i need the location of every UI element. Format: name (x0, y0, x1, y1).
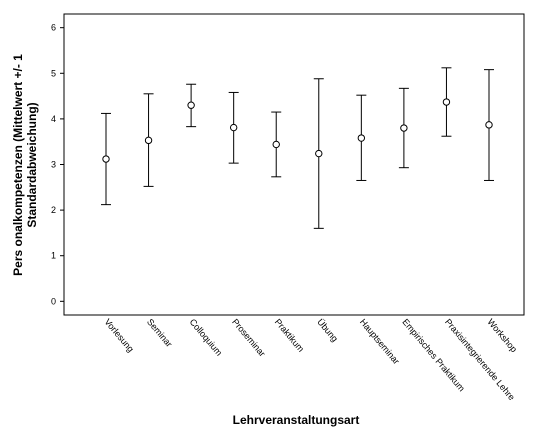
y-tick-label: 1 (51, 251, 56, 261)
x-tick-label: Proseminar (230, 317, 267, 359)
x-tick-label: Workshop (485, 317, 519, 354)
x-tick-label: Übung (315, 317, 340, 344)
mean-marker (229, 123, 238, 132)
error-bar (441, 67, 452, 137)
mean-marker (485, 121, 493, 129)
error-bar (398, 87, 409, 169)
plot-frame (63, 13, 525, 316)
mean-marker (272, 140, 280, 149)
mean-marker (357, 134, 366, 142)
error-bar (186, 83, 197, 128)
y-axis-title-line-1: Pers onalkompetenzen (Mittelwert +/- 1 (11, 54, 25, 276)
error-bars (101, 67, 494, 229)
error-bar (484, 69, 494, 181)
mean-marker (187, 101, 195, 109)
error-bar (143, 93, 154, 187)
mean-marker (442, 98, 451, 106)
error-bar (228, 91, 239, 164)
mean-marker (102, 155, 110, 163)
x-tick-label: Praxisintegrierende Lehre (443, 317, 517, 402)
y-tick-label: 4 (51, 114, 56, 124)
x-tick-label: Vorlesung (102, 317, 135, 354)
y-tick-label: 3 (51, 160, 56, 170)
y-tick-label: 6 (51, 23, 56, 33)
error-bar (271, 111, 282, 178)
error-bar (313, 78, 324, 229)
mean-marker (315, 149, 323, 158)
y-tick-label: 0 (51, 296, 56, 306)
x-tick-label: Hauptseminar (358, 317, 402, 366)
mean-marker (144, 136, 153, 145)
y-tick-label: 5 (51, 68, 56, 78)
error-bar (101, 112, 111, 206)
y-axis-title-line-2: Standardabweichung) (25, 102, 39, 227)
y-axis: 0 1 2 3 4 5 6 (51, 23, 64, 306)
x-axis-title: Lehrveranstaltungsart (233, 413, 360, 427)
x-tick-label: Seminar (145, 317, 174, 349)
x-axis-labels: Vorlesung Seminar Colloquium Proseminar Prak… (102, 317, 519, 402)
y-tick-label: 2 (51, 205, 56, 215)
mean-marker (400, 124, 408, 132)
y-axis-title: Pers onalkompetenzen (Mittelwert +/- 1 S… (11, 54, 39, 276)
x-tick-label: Colloquium (188, 317, 225, 358)
error-bar (356, 94, 367, 181)
x-tick-label: Praktikum (273, 317, 306, 354)
